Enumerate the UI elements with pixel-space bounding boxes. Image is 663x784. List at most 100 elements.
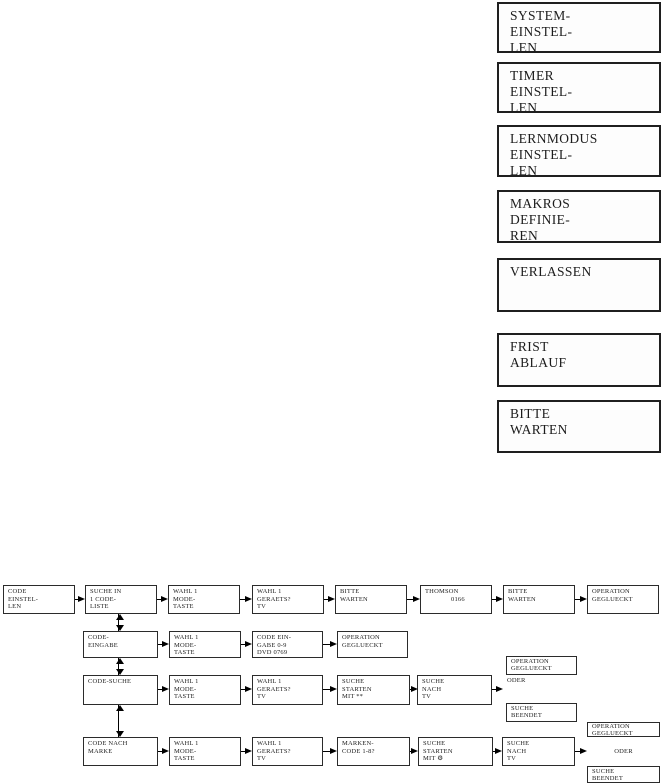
box-line: SUCHE	[507, 740, 530, 747]
flow-box-bitte-warten: BITTE WARTEN	[335, 585, 407, 614]
flow-box-suche-in-codeliste: SUCHE IN 1 CODE- LISTE	[85, 585, 157, 614]
box-line: GABE 0-9	[257, 641, 287, 649]
box-line: NACH	[507, 747, 527, 755]
flow-box-code-einstellen: CODE EINSTEL- LEN	[3, 585, 75, 614]
box-line: TASTE	[174, 693, 195, 700]
box-line: CODE	[8, 588, 27, 595]
box-line: TASTE	[173, 603, 194, 610]
box-line: GERAETS?	[257, 685, 291, 693]
flow-box-thomson-code: THOMSON 0166	[420, 585, 492, 614]
flow-arrow-right	[493, 748, 502, 754]
display-line: LERNMODUS	[510, 131, 598, 146]
box-line: SUCHE	[422, 678, 445, 685]
box-line: CODE-	[88, 634, 109, 641]
display-line: WARTEN	[510, 422, 568, 437]
box-line: BITTE	[508, 588, 528, 595]
box-line: WARTEN	[508, 595, 536, 603]
flow-arrow-right	[410, 686, 418, 692]
box-line: 1 CODE-	[90, 595, 117, 603]
box-line: OPERATION	[342, 634, 380, 641]
flow-box-bitte-warten: BITTE WARTEN	[503, 585, 575, 614]
display-box-lernmodus-einstellen: LERNMODUS EINSTEL- LEN	[497, 125, 661, 178]
box-line: EINSTEL-	[8, 595, 39, 603]
box-line: MARKEN-	[342, 740, 374, 747]
box-line: CODE EIN-	[257, 634, 292, 641]
flow-box-suche-nach-tv: SUCHE NACH TV	[417, 675, 492, 705]
flow-box-wahl-geraets: WAHL 1 GERAETS? TV	[252, 585, 324, 614]
display-line: BITTE	[510, 406, 551, 421]
flow-box-code-suche: CODE-SUCHE	[83, 675, 158, 705]
box-line: WAHL 1	[174, 678, 199, 685]
box-line: STARTEN	[342, 685, 372, 693]
box-line: GEGLUECKT	[592, 729, 633, 737]
display-line: ABLAUF	[510, 355, 567, 370]
display-line: SYSTEM-	[510, 8, 571, 23]
flow-box-operation-geglueckt: OPERATION GEGLUECKT	[587, 722, 660, 737]
box-line: CODE 1-8?	[342, 747, 375, 755]
display-line: TIMER	[510, 68, 554, 83]
flow-box-suche-beendet: SUCHE BEENDET	[506, 703, 577, 722]
flow-box-operation-geglueckt: OPERATION GEGLUECKT	[337, 631, 408, 658]
flow-arrow-right	[158, 641, 169, 647]
flow-box-wahl-geraets: WAHL 1 GERAETS? TV	[252, 675, 323, 705]
flow-arrow-right	[241, 748, 252, 754]
box-line: WAHL 1	[257, 588, 282, 595]
flow-box-suche-nach-tv: SUCHE NACH TV	[502, 737, 575, 766]
flow-box-suche-starten: SUCHE STARTEN MIT ⚙	[418, 737, 493, 766]
box-line: MODE-	[174, 747, 197, 755]
flow-box-markencode: MARKEN- CODE 1-8?	[337, 737, 410, 766]
display-box-timer-einstellen: TIMER EINSTEL- LEN	[497, 62, 661, 115]
box-line: MODE-	[174, 641, 197, 649]
box-line: WARTEN	[340, 595, 368, 603]
box-line: TV	[422, 693, 432, 700]
box-line: WAHL 1	[173, 588, 198, 595]
flow-arrow-right	[575, 748, 587, 754]
box-line: TASTE	[174, 649, 195, 656]
flow-arrow-right	[240, 596, 252, 602]
box-line: OPERATION	[511, 658, 549, 665]
box-line: CODE-SUCHE	[88, 678, 132, 685]
flow-box-wahl-mode-taste: WAHL 1 MODE- TASTE	[168, 585, 240, 614]
display-line: EINSTEL-	[510, 24, 573, 39]
display-line: DEFINIE-	[510, 212, 571, 227]
box-line: MODE-	[174, 685, 197, 693]
flow-arrow-right	[323, 686, 337, 692]
display-line: REN	[510, 228, 539, 243]
flow-arrow-right	[158, 748, 169, 754]
box-line: TV	[257, 603, 267, 610]
flow-arrow-right	[323, 748, 337, 754]
box-line: SUCHE	[511, 705, 534, 712]
display-box-bitte-warten: BITTE WARTEN	[497, 400, 661, 453]
flow-box-code-nach-marke: CODE NACH MARKE	[83, 737, 158, 766]
box-line: TV	[507, 755, 517, 762]
flow-box-operation-geglueckt: OPERATION GEGLUECKT	[506, 656, 577, 675]
display-line: FRIST	[510, 339, 549, 354]
box-line: WAHL 1	[257, 678, 282, 685]
flow-arrow-updown	[115, 658, 124, 675]
box-line: TASTE	[174, 755, 195, 762]
oder-label: ODER	[507, 677, 526, 684]
display-line: LEN	[510, 40, 538, 55]
box-line: SUCHE	[592, 768, 615, 775]
box-line: WAHL 1	[174, 634, 199, 641]
box-line: NACH	[422, 685, 442, 693]
flow-arrow-right	[75, 596, 85, 602]
flow-box-suche-beendet: SUCHE BEENDET	[587, 766, 660, 783]
display-line: EINSTEL-	[510, 147, 573, 162]
display-box-frist-ablauf: FRIST ABLAUF	[497, 333, 661, 387]
box-line: THOMSON	[425, 588, 459, 595]
box-line: GERAETS?	[257, 595, 291, 603]
box-line: BEENDET	[511, 711, 543, 719]
flow-box-code-eingabe-dvd: CODE EIN- GABE 0-9 DVD 0769	[252, 631, 323, 658]
box-line: MARKE	[88, 747, 113, 755]
box-line: TV	[257, 693, 267, 700]
box-line: TV	[257, 755, 267, 762]
flow-box-code-eingabe: CODE- EINGABE	[83, 631, 158, 658]
box-line: BITTE	[340, 588, 360, 595]
box-line: BEENDET	[592, 774, 624, 782]
flow-box-operation-geglueckt: OPERATION GEGLUECKT	[587, 585, 659, 614]
flow-arrow-right	[575, 596, 587, 602]
box-line: WAHL 1	[174, 740, 199, 747]
flow-arrow-right	[323, 641, 337, 647]
